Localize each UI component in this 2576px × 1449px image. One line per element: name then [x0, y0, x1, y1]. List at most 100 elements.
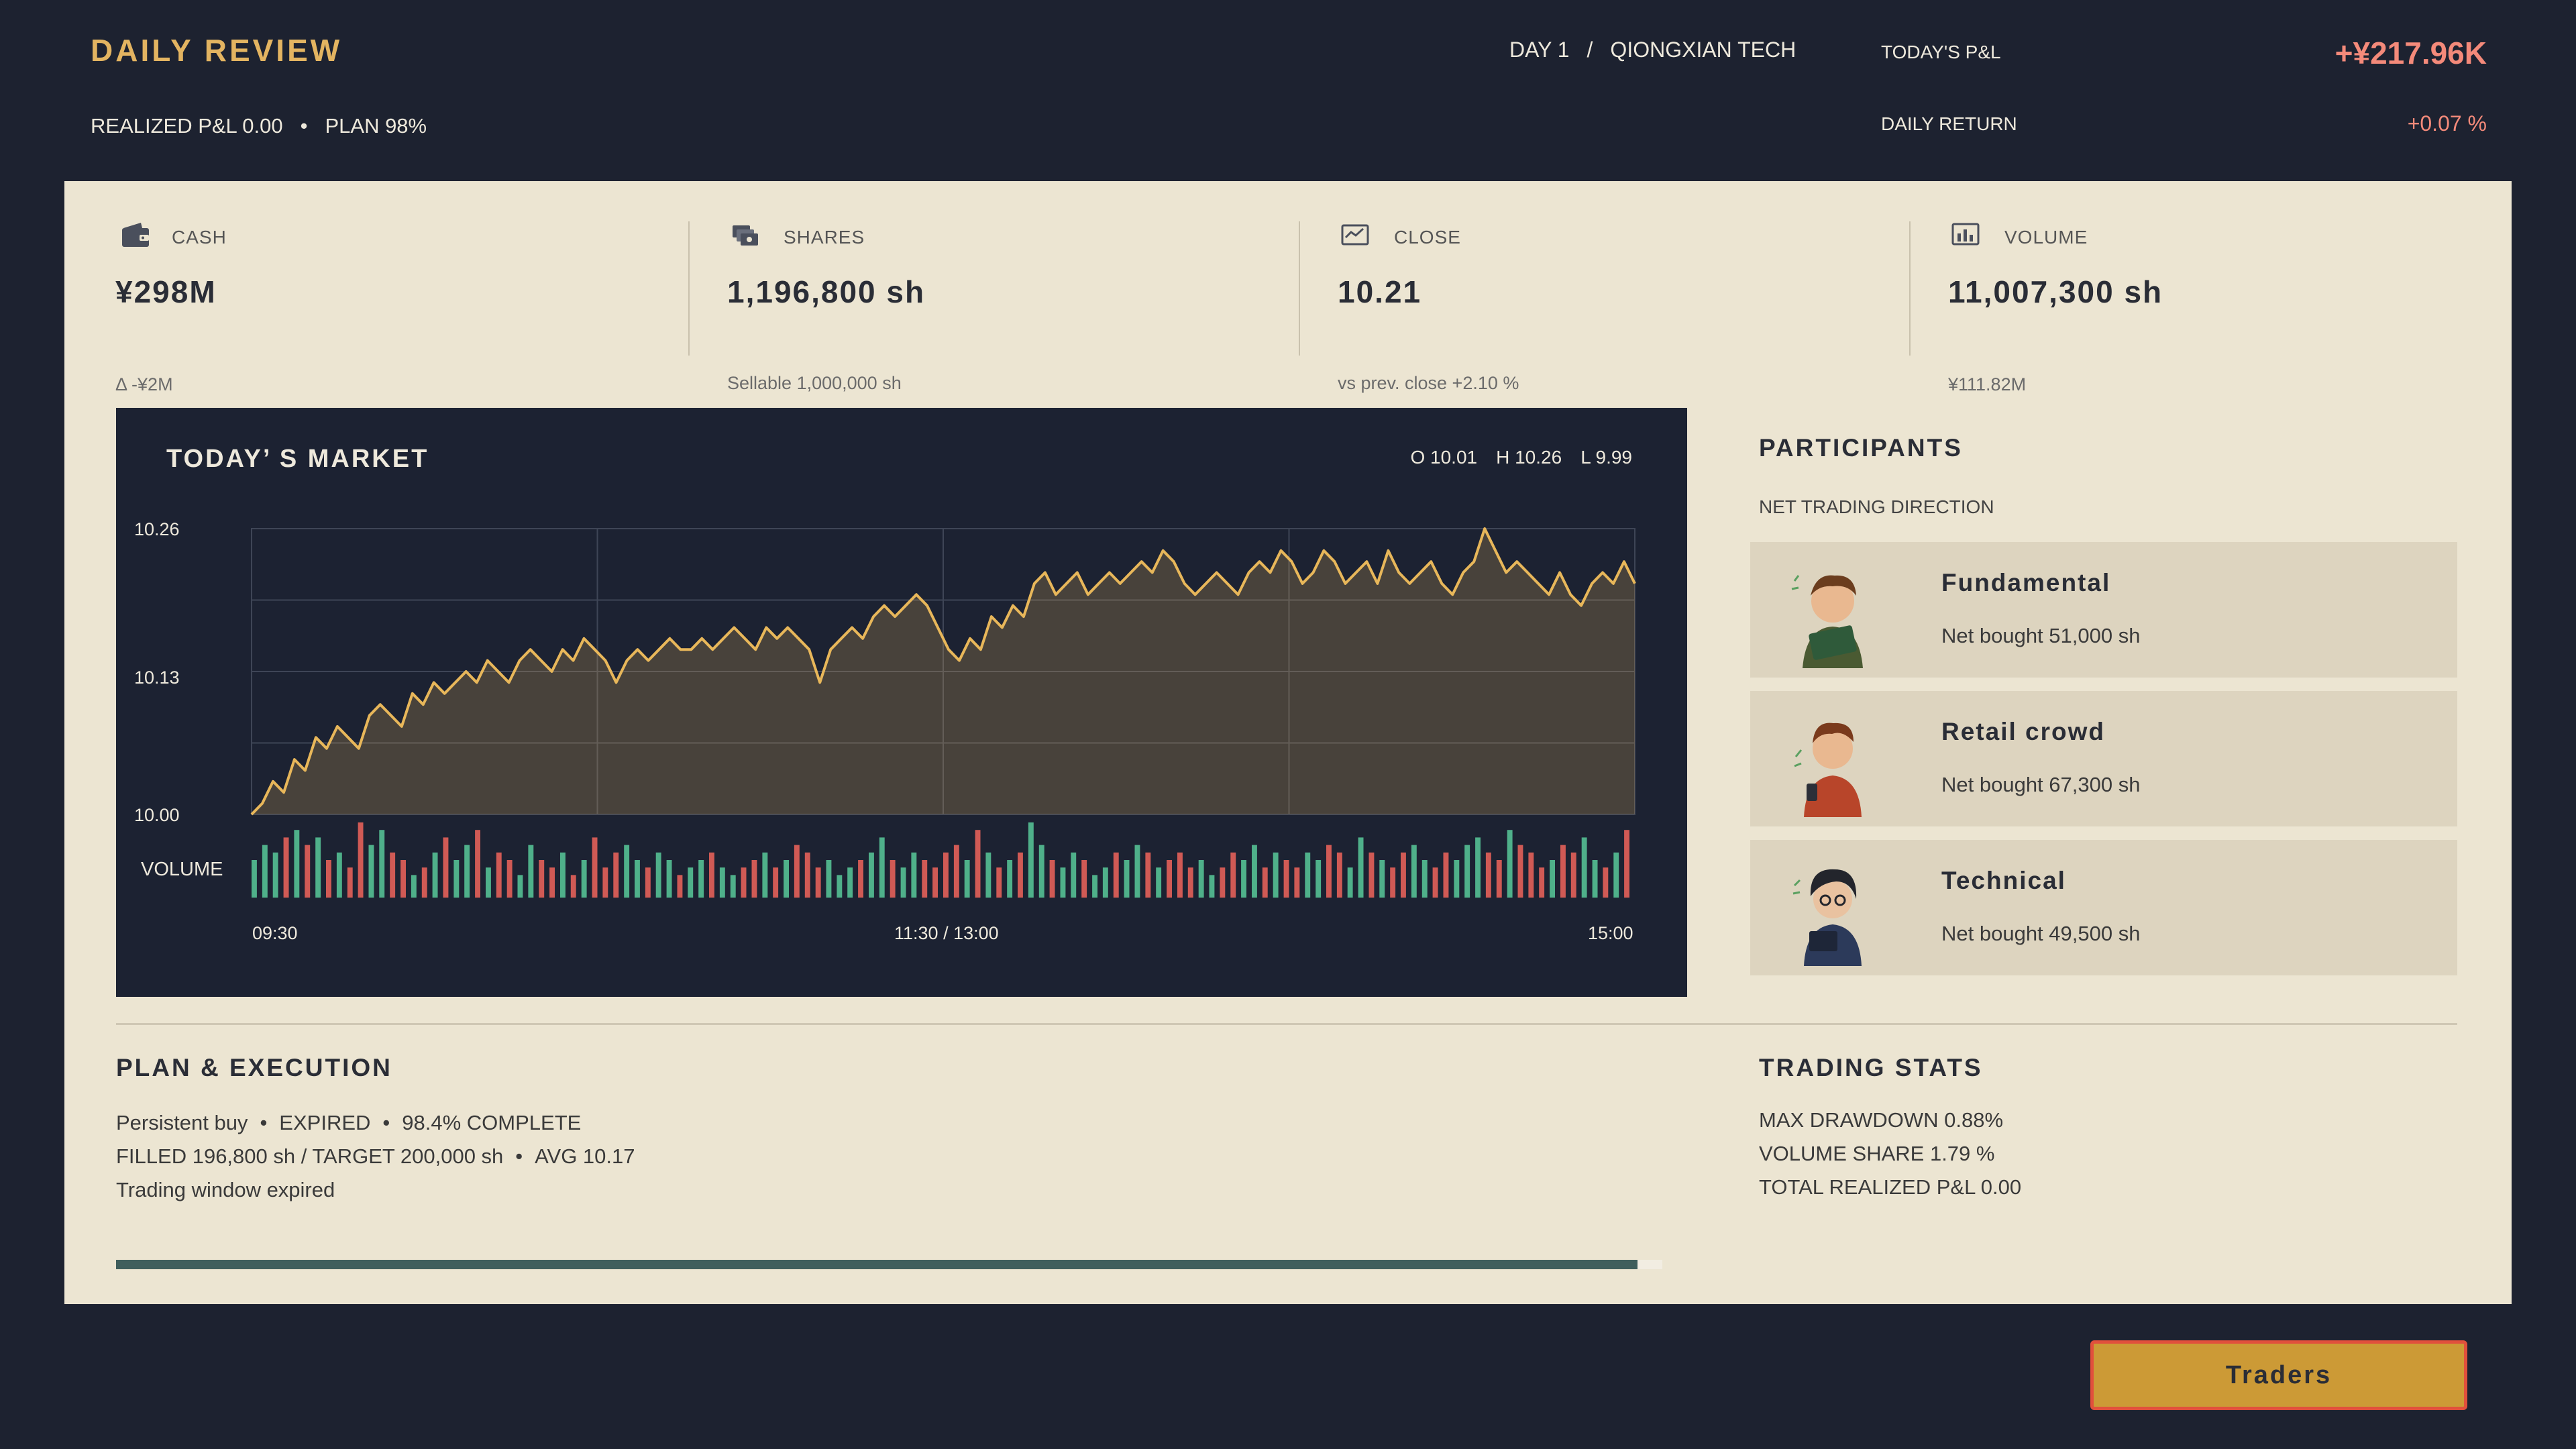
ohlc-readout: O 10.01 H 10.26 L 9.99: [1391, 447, 1632, 468]
volume-bars: [252, 822, 1629, 898]
volume-bar: [1241, 860, 1246, 898]
volume-bar: [613, 852, 619, 898]
volume-bar: [869, 852, 874, 898]
volume-bar: [1209, 875, 1215, 898]
volume-bar: [879, 837, 885, 898]
volume-label: VOLUME: [2004, 227, 2088, 248]
volume-bar: [1294, 867, 1300, 898]
volume-bar: [517, 875, 523, 898]
volume-bar: [443, 837, 449, 898]
volume-card: VOLUME 11,007,300 sh ¥111.82M: [1909, 221, 2486, 394]
participant-card-technical[interactable]: Technical Net bought 49,500 sh: [1750, 840, 2457, 975]
participant-name: Technical: [1941, 867, 2066, 894]
traders-button[interactable]: Traders: [2090, 1340, 2467, 1410]
breadcrumb: DAY 1 / QIONGXIAN TECH: [1509, 38, 1796, 62]
volume-bar: [252, 860, 257, 898]
volume-bar: [826, 860, 832, 898]
section-divider: [116, 1023, 2457, 1025]
volume-bar: [1081, 860, 1087, 898]
header-summary: REALIZED P&L 0.00 • PLAN 98%: [91, 114, 427, 138]
volume-bar: [890, 860, 896, 898]
participant-net: Net bought 67,300 sh: [1941, 773, 2141, 796]
volume-bar: [964, 860, 970, 898]
volume-bar: [560, 852, 566, 898]
plan-kind: Persistent buy: [116, 1111, 248, 1134]
volume-bar: [1603, 867, 1609, 898]
volume-bar: [358, 822, 364, 898]
volume-bar: [464, 845, 470, 898]
close-value: 10.21: [1338, 274, 1422, 309]
trading-stats-title: TRADING STATS: [1759, 1054, 1983, 1081]
volume-bar: [305, 845, 311, 898]
volume-bar: [624, 845, 630, 898]
market-chart-title: TODAY’ S MARKET: [166, 445, 429, 473]
y-tick-label: 10.00: [134, 805, 180, 825]
plan-filled: FILLED 196,800 sh / TARGET 200,000 sh: [116, 1144, 504, 1168]
volume-bar: [453, 860, 460, 898]
high-price: H 10.26: [1496, 447, 1562, 468]
card-divider: [1299, 221, 1300, 356]
breadcrumb-company: QIONGXIAN TECH: [1610, 38, 1796, 62]
volume-bar: [847, 867, 853, 898]
volume-bar: [709, 852, 714, 898]
volume-bar: [635, 860, 640, 898]
market-chart-panel: TODAY’ S MARKET O 10.01 H 10.26 L 9.99 10.…: [116, 408, 1687, 997]
plan-avg: AVG 10.17: [535, 1144, 635, 1168]
plan-complete: 98.4% COMPLETE: [402, 1111, 582, 1134]
volume-bar: [528, 845, 534, 898]
participant-card-retail[interactable]: Retail crowd Net bought 67,300 sh: [1750, 691, 2457, 826]
daily-return-label: DAILY RETURN: [1881, 113, 2017, 134]
volume-bar: [1507, 830, 1513, 898]
volume-bar: [1305, 852, 1311, 898]
volume-bar: [1038, 845, 1044, 898]
volume-bar: [1273, 852, 1279, 898]
volume-bar: [985, 852, 991, 898]
volume-bar: [1539, 867, 1545, 898]
plan-fill-line: FILLED 196,800 sh / TARGET 200,000 sh • AV…: [116, 1144, 635, 1169]
close-card: CLOSE 10.21 vs prev. close +2.10 %: [1299, 221, 1876, 393]
volume-bar: [1230, 852, 1236, 898]
volume-bar: [1071, 852, 1077, 898]
volume-bar: [688, 867, 694, 898]
total-realized-pnl: TOTAL REALIZED P&L 0.00: [1759, 1175, 2022, 1199]
card-divider: [688, 221, 690, 356]
volume-bar: [1252, 845, 1257, 898]
volume-bar: [815, 867, 821, 898]
volume-bar: [421, 867, 427, 898]
participant-name: Fundamental: [1941, 569, 2111, 596]
shares-label: SHARES: [784, 227, 865, 248]
volume-bar: [294, 830, 300, 898]
volume-bar: [1581, 837, 1587, 898]
todays-pnl-value: +¥217.96K: [2334, 36, 2487, 70]
volume-bar: [1464, 845, 1470, 898]
technical-trader-avatar: [1792, 869, 1862, 966]
cash-delta: Δ -¥2M: [115, 374, 173, 394]
cash-label: CASH: [172, 227, 227, 248]
volume-bar: [900, 867, 906, 898]
participants-title: PARTICIPANTS: [1759, 434, 1963, 462]
volume-bar: [1102, 867, 1108, 898]
cash-value: ¥298M: [115, 274, 217, 309]
shares-value: 1,196,800 sh: [727, 274, 926, 309]
close-change: vs prev. close +2.10 %: [1338, 373, 1519, 393]
participant-card-fundamental[interactable]: Fundamental Net bought 51,000 sh: [1750, 542, 2457, 678]
todays-pnl-label: TODAY'S P&L: [1881, 42, 2001, 62]
participant-name: Retail crowd: [1941, 718, 2105, 745]
volume-bar: [1517, 845, 1523, 898]
volume-bar: [368, 845, 374, 898]
volume-bar: [1134, 845, 1140, 898]
volume-bar: [1570, 852, 1576, 898]
retail-trader-avatar: [1794, 722, 1862, 817]
participant-net: Net bought 49,500 sh: [1941, 922, 2141, 945]
plan-summary-line: Persistent buy • EXPIRED • 98.4% COMPLETE: [116, 1111, 581, 1135]
max-drawdown: MAX DRAWDOWN 0.88%: [1759, 1108, 2004, 1132]
separator-dot: •: [300, 114, 308, 138]
volume-share: VOLUME SHARE 1.79 %: [1759, 1142, 1995, 1165]
x-tick-label: 15:00: [1588, 923, 1633, 943]
shares-icon: [733, 225, 758, 246]
volume-bar: [911, 852, 917, 898]
volume-bar: [1145, 852, 1151, 898]
close-label: CLOSE: [1394, 227, 1461, 248]
volume-bar: [432, 852, 438, 898]
volume-bar: [262, 845, 268, 898]
